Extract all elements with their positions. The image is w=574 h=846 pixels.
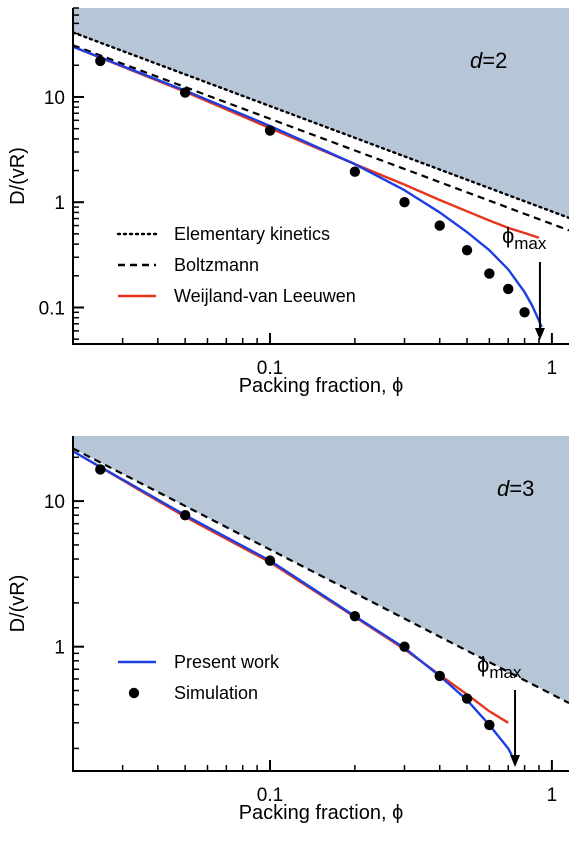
legend-marker-simulation [128,687,140,699]
plot-area [73,8,569,328]
panel-label: d=3 [497,476,534,501]
legend-label-1: Present work [174,652,280,672]
phi-max-arrow-head [510,755,521,767]
panel-label: d=2 [470,48,507,73]
y-axis-label: D/(vR) [7,147,29,205]
plot-area [73,436,569,756]
phi-max-subscript: max [489,663,522,682]
phi-max-subscript: max [514,234,547,253]
simulation-point-8 [484,719,495,731]
simulation-point-6 [434,220,445,231]
panel-label-value: =3 [509,476,534,501]
x-axis-label: Packing fraction, ϕ [239,375,404,397]
x-tick-label-1: 0.1 [257,785,283,806]
y-tick-label-1: 0.1 [39,298,65,319]
x-tick-label-1: 0.1 [257,358,283,379]
phi-max-symbol: ϕ [477,652,489,677]
shaded-region [73,436,569,704]
series-line-1 [73,447,569,705]
simulation-point-9 [503,283,514,295]
phi-max-symbol: ϕ [502,223,514,248]
x-axis-label: Packing fraction, ϕ [239,802,404,824]
chart-panel-1: 0.1 1 10 0.1 1 Packing fraction, ϕ D/(vR) d=2 ϕm… [7,7,569,397]
panel-label-var: d [497,476,510,501]
x-tick-label-2: 1 [547,785,558,806]
simulation-point-2 [179,510,191,521]
y-tick-label-2: 10 [44,492,65,513]
simulation-point-4 [349,166,361,177]
simulation-point-8 [484,268,495,279]
phi-max-label: ϕmax [502,223,547,253]
series-line-3 [73,45,540,239]
series-line-1 [73,31,569,220]
phi-max-label: ϕmax [477,652,522,682]
legend-label-2: Simulation [174,683,258,703]
y-tick-label-1: 1 [54,638,65,659]
y-tick-label-2: 1 [54,193,65,214]
x-tick-label-2: 1 [547,358,558,379]
simulation-point-5 [399,197,410,208]
simulation-point-3 [264,555,276,566]
series-line-3 [73,450,513,756]
simulation-point-6 [434,670,445,682]
chart-panel-2: 1 10 0.1 1 Packing fraction, ϕ D/(vR) d=3 ϕmax P… [7,436,569,824]
simulation-point-4 [349,610,361,622]
panel-label-value: =2 [482,48,507,73]
phi-max-arrow-head [534,328,545,340]
y-axis-label: D/(vR) [7,575,29,633]
y-tick-label-3: 10 [44,88,65,109]
shaded-region [73,8,569,218]
simulation-point-10 [519,307,530,318]
legend-label-3: Weijland-van Leeuwen [174,286,356,306]
simulation-point-1 [95,464,106,475]
simulation-point-5 [399,641,410,652]
simulation-point-7 [461,245,473,256]
simulation-point-2 [179,87,191,98]
legend-label-2: Boltzmann [174,255,259,275]
simulation-point-3 [264,125,276,136]
simulation-point-7 [461,693,473,704]
series-line-2 [73,44,569,232]
legend-label-1: Elementary kinetics [174,224,330,244]
panel-label-var: d [470,48,483,73]
simulation-point-1 [95,55,106,67]
